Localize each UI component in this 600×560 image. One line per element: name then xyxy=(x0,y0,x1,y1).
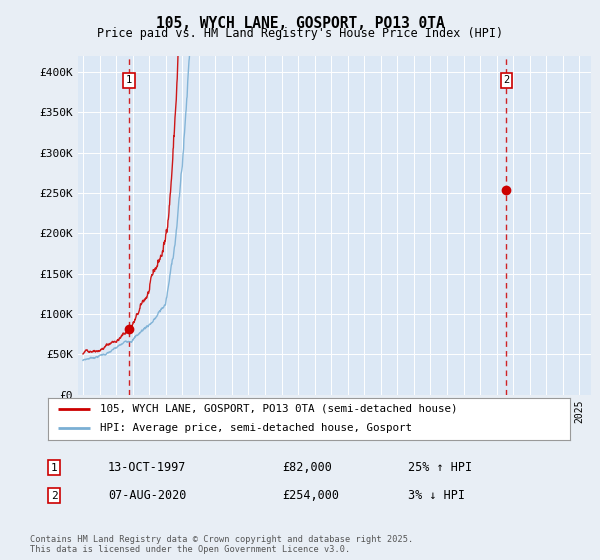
Text: Price paid vs. HM Land Registry's House Price Index (HPI): Price paid vs. HM Land Registry's House … xyxy=(97,27,503,40)
Text: 3% ↓ HPI: 3% ↓ HPI xyxy=(408,489,465,502)
Text: 2: 2 xyxy=(503,75,509,85)
Text: £254,000: £254,000 xyxy=(282,489,339,502)
Text: 25% ↑ HPI: 25% ↑ HPI xyxy=(408,461,472,474)
Text: Contains HM Land Registry data © Crown copyright and database right 2025.
This d: Contains HM Land Registry data © Crown c… xyxy=(30,535,413,554)
Text: 1: 1 xyxy=(50,463,58,473)
Text: 13-OCT-1997: 13-OCT-1997 xyxy=(108,461,187,474)
Text: HPI: Average price, semi-detached house, Gosport: HPI: Average price, semi-detached house,… xyxy=(100,423,412,433)
Text: £82,000: £82,000 xyxy=(282,461,332,474)
Text: 105, WYCH LANE, GOSPORT, PO13 0TA: 105, WYCH LANE, GOSPORT, PO13 0TA xyxy=(155,16,445,31)
Text: 1: 1 xyxy=(126,75,132,85)
Text: 2: 2 xyxy=(50,491,58,501)
Text: 07-AUG-2020: 07-AUG-2020 xyxy=(108,489,187,502)
Text: 105, WYCH LANE, GOSPORT, PO13 0TA (semi-detached house): 105, WYCH LANE, GOSPORT, PO13 0TA (semi-… xyxy=(100,404,458,414)
